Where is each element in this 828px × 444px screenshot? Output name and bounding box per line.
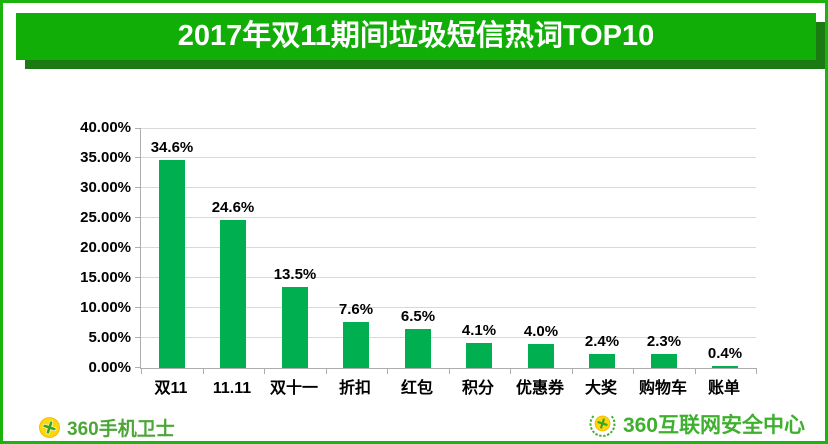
x-axis-label: 双十一 xyxy=(269,380,318,397)
y-axis-tick xyxy=(135,337,141,338)
gridline xyxy=(141,187,756,188)
y-axis-label: 40.00% xyxy=(80,119,131,136)
gridline xyxy=(141,157,756,158)
bar-value-label: 0.4% xyxy=(707,345,743,362)
x-axis-label: 红包 xyxy=(400,380,433,397)
x-axis-tick xyxy=(633,368,634,374)
bar xyxy=(282,287,308,368)
page-title: 2017年双11期间垃圾短信热词TOP10 xyxy=(177,20,655,52)
gridline xyxy=(141,307,756,308)
y-axis-label: 35.00% xyxy=(80,149,131,166)
x-axis-label: 积分 xyxy=(461,380,494,397)
bar-value-label: 4.0% xyxy=(523,323,559,340)
x-axis-tick xyxy=(326,368,327,374)
x-axis-label: 优惠券 xyxy=(515,380,564,397)
bar-value-label: 6.5% xyxy=(400,308,436,325)
bar xyxy=(343,322,369,368)
y-axis-label: 20.00% xyxy=(80,239,131,256)
bar-value-label: 2.4% xyxy=(584,333,620,350)
footer-brand-left-label: 360手机卫士 xyxy=(67,419,175,440)
y-axis-tick xyxy=(135,157,141,158)
y-axis-label: 5.00% xyxy=(88,329,131,346)
bar-value-label: 4.1% xyxy=(461,322,497,339)
gridline xyxy=(141,247,756,248)
x-axis-labels: 双11 11.11 双十一 折扣 红包 积分 优惠券 大奖 购物车 账单 xyxy=(140,378,755,400)
bar xyxy=(405,329,431,368)
y-axis-label: 10.00% xyxy=(80,299,131,316)
bar xyxy=(220,220,246,368)
x-axis-label: 账单 xyxy=(707,380,740,397)
x-axis-tick xyxy=(449,368,450,374)
bar xyxy=(466,343,492,368)
x-axis-label: 折扣 xyxy=(338,380,371,397)
y-axis-label: 25.00% xyxy=(80,209,131,226)
x-axis-tick xyxy=(510,368,511,374)
x-axis-label: 双11 xyxy=(154,380,188,397)
y-axis-tick xyxy=(135,367,141,368)
gridline xyxy=(141,217,756,218)
bar-value-label: 13.5% xyxy=(273,266,317,283)
y-axis-label: 30.00% xyxy=(80,179,131,196)
gridline xyxy=(141,337,756,338)
footer-brand-right-label: 360互联网安全中心 xyxy=(622,414,805,437)
bar xyxy=(528,344,554,368)
footer-brand-right: 360互联网安全中心 xyxy=(589,409,805,439)
footer-brand-left: 360手机卫士 xyxy=(39,414,175,441)
y-axis-label: 0.00% xyxy=(88,359,131,376)
360-internet-security-center-logo-icon xyxy=(589,411,616,438)
plot-area: 34.6% 24.6% 13.5% 7.6% 6.5% 4.1% 4.0% 2.4% 2.3% 0… xyxy=(135,128,757,374)
bar xyxy=(159,160,185,368)
bar-value-label: 2.3% xyxy=(646,333,682,350)
x-axis-tick xyxy=(756,368,757,374)
y-axis-label: 15.00% xyxy=(80,269,131,286)
y-axis-tick xyxy=(135,187,141,188)
360-mobile-guard-logo-icon xyxy=(39,417,60,438)
bar xyxy=(651,354,677,368)
x-axis-tick xyxy=(264,368,265,374)
bar-value-label: 24.6% xyxy=(211,199,255,216)
x-axis-tick xyxy=(141,368,142,374)
x-axis-tick xyxy=(387,368,388,374)
x-axis-tick xyxy=(203,368,204,374)
y-axis-tick xyxy=(135,217,141,218)
title-banner: 2017年双11期间垃圾短信热词TOP10 xyxy=(16,13,816,60)
y-axis-tick xyxy=(135,128,141,129)
gridline xyxy=(141,128,756,129)
bar-value-label: 34.6% xyxy=(150,139,194,156)
y-axis-tick xyxy=(135,277,141,278)
x-axis-tick xyxy=(695,368,696,374)
y-axis-labels: 0.00% 5.00% 10.00% 15.00% 20.00% 25.00% 30.00%… xyxy=(47,120,131,376)
x-axis-label: 大奖 xyxy=(584,380,617,397)
bar-value-label: 7.6% xyxy=(338,301,374,318)
x-axis-label: 购物车 xyxy=(638,380,687,397)
bar xyxy=(712,366,738,368)
x-axis-label: 11.11 xyxy=(212,380,252,397)
x-axis-tick xyxy=(572,368,573,374)
y-axis-tick xyxy=(135,307,141,308)
gridline xyxy=(141,277,756,278)
bar xyxy=(589,354,615,368)
y-axis-tick xyxy=(135,247,141,248)
